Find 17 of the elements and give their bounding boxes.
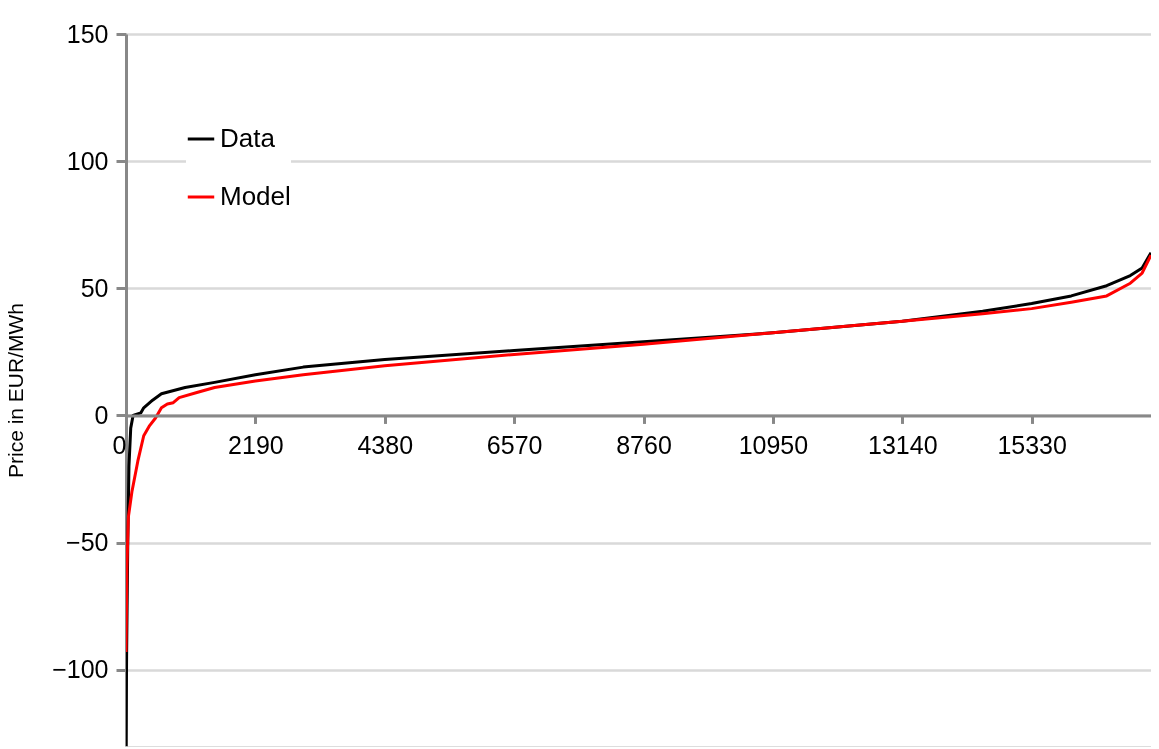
x-tick-label: 4380 [357, 430, 414, 459]
y-tick-label: 100 [66, 146, 109, 175]
x-tick-label: 10950 [738, 430, 809, 459]
x-tick-label: 6570 [486, 430, 543, 459]
x-tick-label: 15330 [997, 430, 1067, 459]
y-tick-label: −100 [52, 655, 109, 684]
x-tick-label: 0 [112, 430, 127, 459]
y-tick-label: −50 [66, 528, 109, 557]
x-tick-label: 8760 [616, 430, 672, 459]
legend-label: Model [220, 181, 291, 211]
y-tick-label: 0 [94, 400, 109, 429]
x-tick-label: 2190 [228, 430, 284, 459]
legend-label: Data [220, 123, 276, 153]
x-tick-label: 13140 [868, 430, 938, 459]
y-axis-title: Price in EUR/MWh [4, 302, 28, 479]
y-tick-label: 50 [80, 273, 109, 302]
y-tick-label: 150 [66, 19, 109, 48]
